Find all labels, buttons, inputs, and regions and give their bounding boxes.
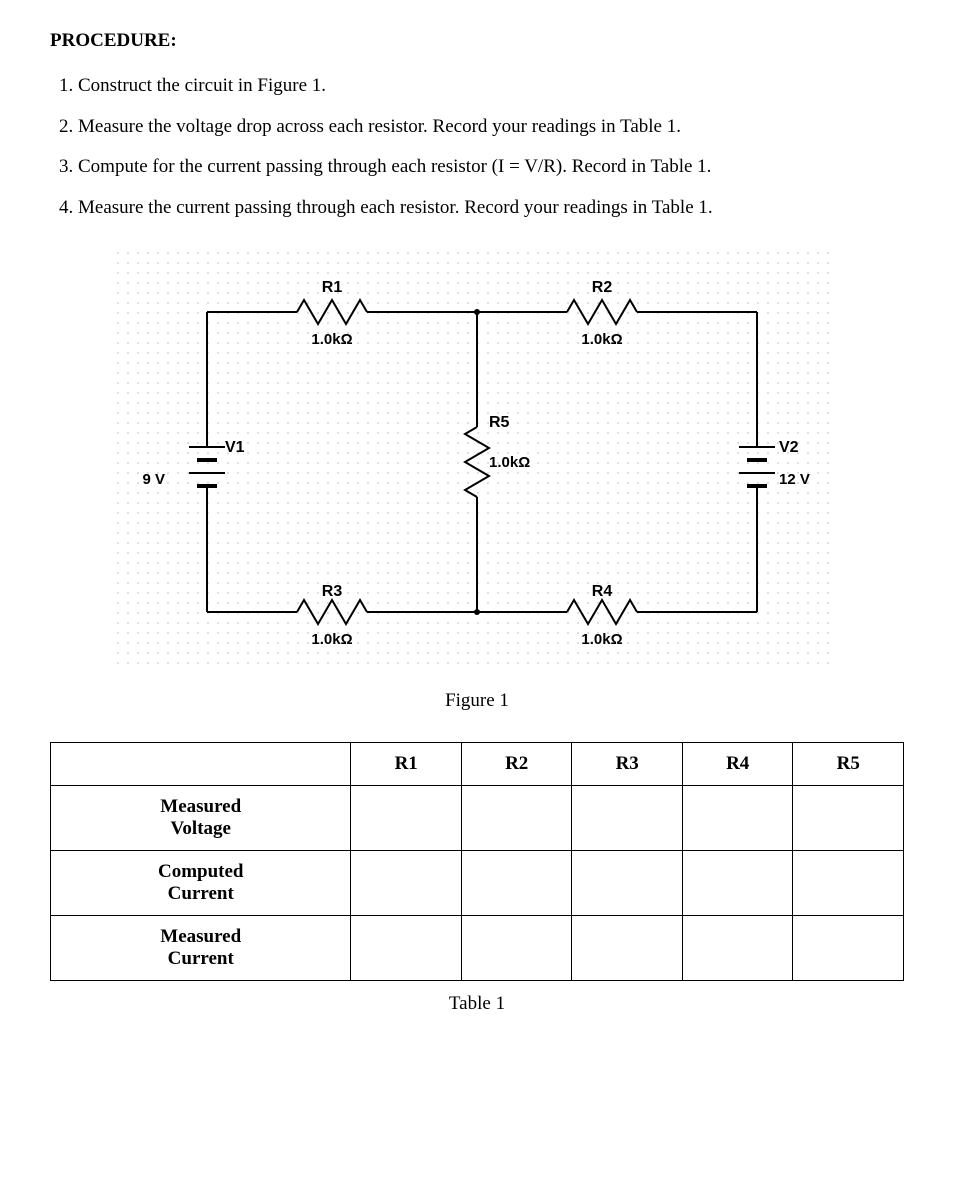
r2-value: 1.0kΩ <box>581 331 622 348</box>
cell <box>351 851 462 916</box>
v1-value: 9 V <box>142 471 165 488</box>
table-row: MeasuredCurrent <box>51 916 904 981</box>
r5-value: 1.0kΩ <box>489 454 530 471</box>
col-header: R3 <box>572 743 683 786</box>
step-item: Construct the circuit in Figure 1. <box>78 72 904 101</box>
r4-value: 1.0kΩ <box>581 631 622 648</box>
col-header: R1 <box>351 743 462 786</box>
v1-label: V1 <box>225 439 245 456</box>
step-item: Measure the current passing through each… <box>78 194 904 223</box>
table-1: R1 R2 R3 R4 R5 MeasuredVoltage ComputedC… <box>50 742 904 981</box>
col-header: R4 <box>682 743 793 786</box>
r4-label: R4 <box>592 583 613 600</box>
col-header: R5 <box>793 743 904 786</box>
circuit-schematic: R1 1.0kΩ R2 1.0kΩ V1 9 V V2 12 V <box>117 252 837 672</box>
cell <box>461 916 572 981</box>
table-corner <box>51 743 351 786</box>
procedure-heading: PROCEDURE: <box>50 30 904 52</box>
row-label: ComputedCurrent <box>51 851 351 916</box>
col-header: R2 <box>461 743 572 786</box>
cell <box>793 786 904 851</box>
cell <box>682 851 793 916</box>
cell <box>793 851 904 916</box>
cell <box>351 916 462 981</box>
cell <box>793 916 904 981</box>
cell <box>572 916 683 981</box>
table-row: ComputedCurrent <box>51 851 904 916</box>
figure-1: R1 1.0kΩ R2 1.0kΩ V1 9 V V2 12 V <box>50 252 904 712</box>
row-label: MeasuredVoltage <box>51 786 351 851</box>
cell <box>682 786 793 851</box>
r1-value: 1.0kΩ <box>311 331 352 348</box>
table-caption: Table 1 <box>50 993 904 1015</box>
cell <box>572 851 683 916</box>
r2-label: R2 <box>592 279 613 296</box>
cell <box>682 916 793 981</box>
step-item: Measure the voltage drop across each res… <box>78 113 904 142</box>
r1-label: R1 <box>322 279 343 296</box>
r3-label: R3 <box>322 583 343 600</box>
r5-label: R5 <box>489 414 510 431</box>
cell <box>461 851 572 916</box>
figure-caption: Figure 1 <box>50 690 904 712</box>
v2-label: V2 <box>779 439 799 456</box>
v2-value: 12 V <box>779 471 810 488</box>
cell <box>461 786 572 851</box>
step-item: Compute for the current passing through … <box>78 153 904 182</box>
procedure-steps: Construct the circuit in Figure 1. Measu… <box>50 72 904 222</box>
cell <box>351 786 462 851</box>
cell <box>572 786 683 851</box>
row-label: MeasuredCurrent <box>51 916 351 981</box>
table-row: MeasuredVoltage <box>51 786 904 851</box>
r3-value: 1.0kΩ <box>311 631 352 648</box>
